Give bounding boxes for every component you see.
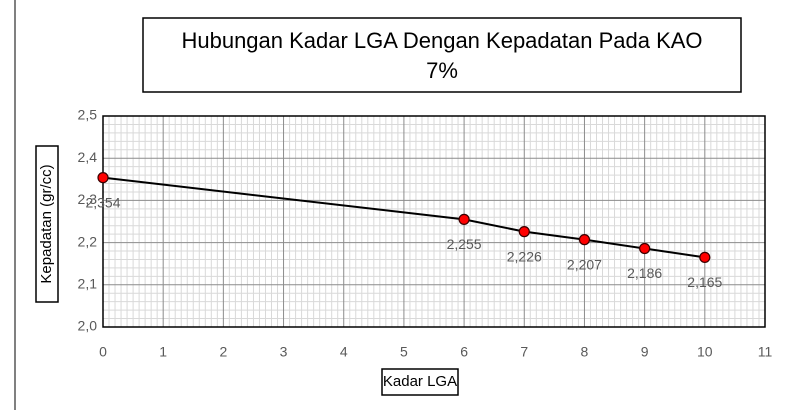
- title-box: [142, 17, 742, 93]
- x-tick-label: 9: [641, 344, 649, 360]
- y-axis-label: Kepadatan (gr/cc): [38, 164, 55, 283]
- data-point: [458, 213, 470, 225]
- x-tick-label: 5: [400, 344, 408, 360]
- y-tick-label: 2,2: [78, 233, 98, 249]
- data-label: 2,255: [447, 236, 482, 252]
- data-label: 2,165: [687, 274, 722, 290]
- y-tick-label: 2,1: [78, 276, 98, 292]
- chart-title: 7%: [426, 58, 458, 83]
- data-point: [97, 172, 109, 184]
- x-tick-label: 6: [460, 344, 468, 360]
- y-label-box: [35, 145, 59, 303]
- y-tick-label: 2,4: [78, 149, 98, 165]
- x-axis-label: Kadar LGA: [383, 373, 457, 390]
- data-label: 2,186: [627, 265, 662, 281]
- x-tick-label: 3: [280, 344, 288, 360]
- x-tick-label: 10: [697, 344, 713, 360]
- data-point: [578, 234, 591, 246]
- x-tick-label: 8: [581, 344, 589, 360]
- data-label: 2,226: [507, 248, 542, 264]
- y-tick-label: 2,0: [78, 318, 98, 334]
- data-point: [699, 251, 711, 263]
- y-tick-label: 2,5: [78, 107, 98, 123]
- x-label-box: [381, 368, 459, 396]
- x-tick-label: 0: [99, 344, 107, 360]
- x-tick-label: 11: [758, 344, 773, 360]
- data-point: [518, 226, 530, 238]
- data-label: 2,207: [567, 256, 602, 272]
- y-tick-label: 2,3: [78, 191, 98, 207]
- x-tick-label: 1: [159, 344, 167, 360]
- data-line: [102, 176, 705, 259]
- x-tick-label: 7: [520, 344, 528, 360]
- data-point: [639, 242, 651, 255]
- chart-title: Hubungan Kadar LGA Dengan Kepadatan Pada…: [181, 28, 702, 53]
- plot-border: [102, 115, 766, 328]
- x-tick-label: 2: [219, 344, 227, 360]
- x-tick-label: 4: [340, 344, 348, 360]
- data-label: 2,354: [85, 194, 120, 210]
